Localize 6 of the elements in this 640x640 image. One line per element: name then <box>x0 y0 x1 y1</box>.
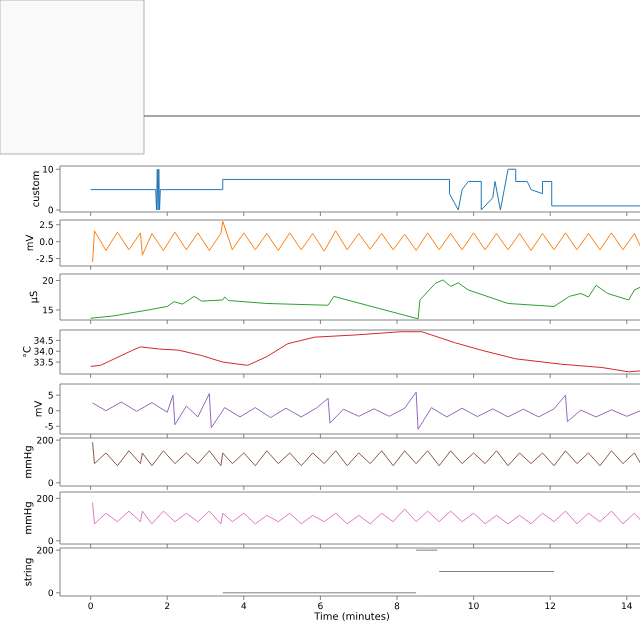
line-series <box>92 220 640 263</box>
line-series <box>92 391 640 430</box>
line-series <box>92 441 640 467</box>
line-series <box>90 331 640 373</box>
line-series <box>92 502 640 525</box>
line-series <box>90 279 640 320</box>
